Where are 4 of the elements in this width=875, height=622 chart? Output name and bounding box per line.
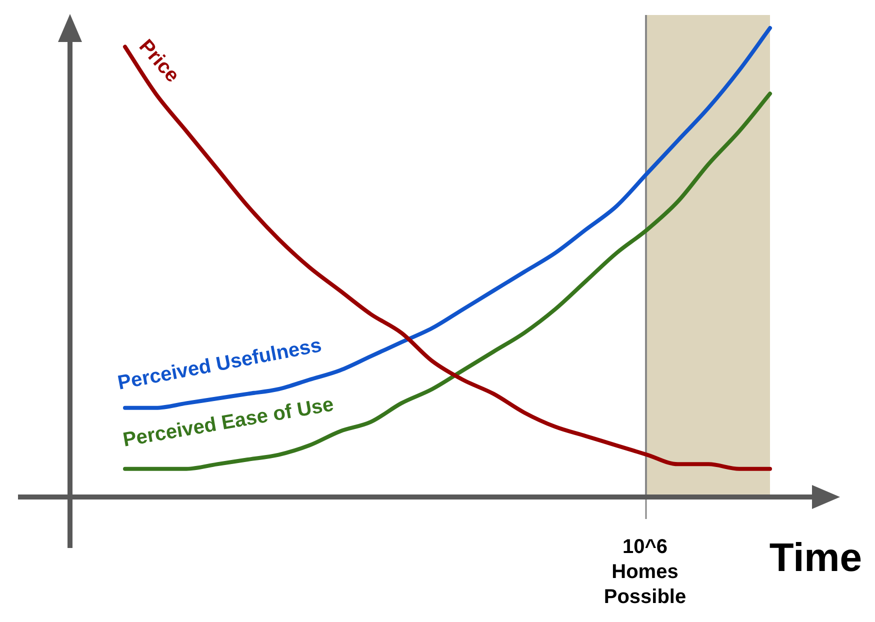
x-axis-title: Time — [769, 536, 862, 580]
text: Perceived Usefulness — [116, 334, 324, 394]
text: Perceived Ease of Use — [121, 394, 336, 452]
text: 10^6 Homes Possible — [602, 535, 688, 610]
